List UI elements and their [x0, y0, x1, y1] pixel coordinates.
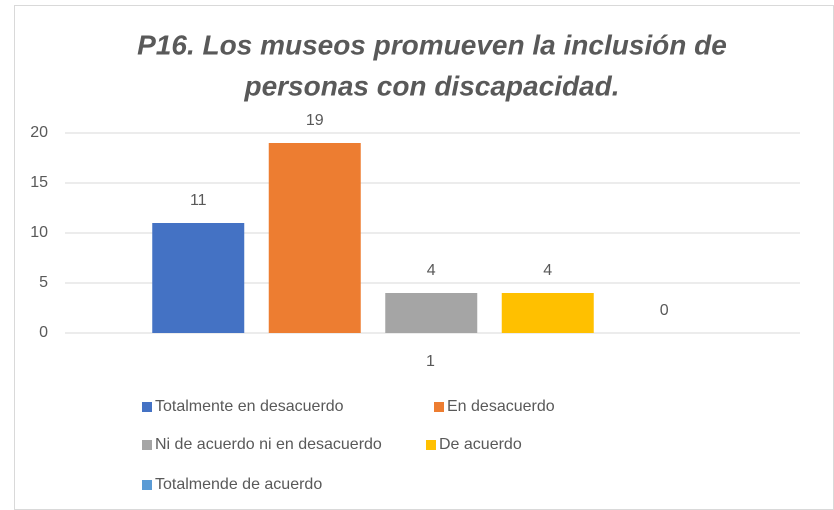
legend-swatch [142, 440, 152, 450]
chart-title: P16. Los museos promueven la inclusión d… [137, 29, 727, 60]
y-tick-label: 20 [30, 124, 48, 141]
legend-swatch [142, 480, 152, 490]
legend-label: Totalmende de acuerdo [155, 476, 322, 493]
bar [152, 223, 245, 333]
x-tick-label: 1 [426, 353, 435, 370]
legend-swatch [434, 402, 444, 412]
legend-label: En desacuerdo [447, 398, 555, 415]
chart-title: personas con discapacidad. [243, 70, 619, 101]
bar [385, 293, 478, 333]
legend-swatch [426, 440, 436, 450]
data-label: 0 [660, 302, 669, 319]
data-label: 19 [306, 112, 324, 129]
y-tick-label: 0 [39, 324, 48, 341]
data-label: 4 [427, 262, 436, 279]
legend-swatch [142, 402, 152, 412]
y-tick-label: 10 [30, 224, 48, 241]
legend-label: De acuerdo [439, 436, 522, 453]
data-label: 4 [543, 262, 552, 279]
legend-label: Totalmente en desacuerdo [155, 398, 344, 415]
chart-border [14, 5, 834, 510]
legend-label: Ni de acuerdo ni en desacuerdo [155, 436, 382, 453]
data-label: 11 [190, 192, 207, 209]
y-tick-label: 15 [30, 174, 48, 191]
y-tick-label: 5 [39, 274, 48, 291]
bar [501, 293, 594, 333]
bar [268, 143, 361, 333]
